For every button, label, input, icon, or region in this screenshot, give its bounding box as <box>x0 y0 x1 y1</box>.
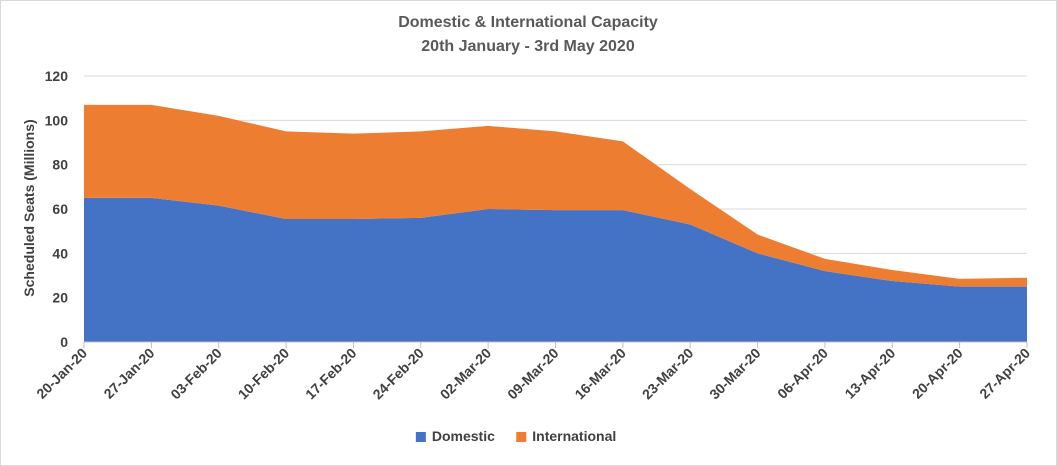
y-tick-label: 80 <box>52 157 68 173</box>
legend-swatch-domestic <box>415 432 426 442</box>
x-tick-label: 20-Jan-20 <box>33 345 90 402</box>
x-tick-label: 24-Feb-20 <box>369 345 427 403</box>
x-tick-label: 06-Apr-20 <box>774 345 831 402</box>
chart-title: Domestic & International Capacity <box>398 14 658 31</box>
x-tick-label: 23-Mar-20 <box>639 345 697 403</box>
legend: Domestic International <box>415 428 616 444</box>
x-tick-label: 30-Mar-20 <box>706 345 764 403</box>
chart-subtitle: 20th January - 3rd May 2020 <box>421 38 635 55</box>
y-tick-label: 120 <box>45 68 69 84</box>
x-tick-label: 27-Apr-20 <box>976 345 1033 402</box>
x-tick-label: 02-Mar-20 <box>437 345 495 403</box>
x-tick-label: 16-Mar-20 <box>571 345 629 403</box>
y-tick-label: 20 <box>52 290 68 306</box>
legend-label-international: International <box>532 428 616 444</box>
x-tick-label: 27-Jan-20 <box>100 345 157 402</box>
legend-label-domestic: Domestic <box>432 428 495 444</box>
area-domestic <box>84 197 1027 342</box>
y-tick-label: 0 <box>60 334 68 350</box>
x-tick-label: 09-Mar-20 <box>504 345 562 403</box>
y-axis-label: Scheduled Seats (Millions) <box>21 119 37 296</box>
x-tick-label: 10-Feb-20 <box>235 345 293 403</box>
y-tick-label: 60 <box>52 201 68 217</box>
plot-area <box>84 104 1027 342</box>
x-tick-label: 20-Apr-20 <box>909 345 966 402</box>
y-axis: 0 20 40 60 80 100 120 <box>45 68 69 350</box>
legend-swatch-international <box>516 432 527 442</box>
x-tick-label: 17-Feb-20 <box>302 345 360 403</box>
x-axis: 20-Jan-20 27-Jan-20 03-Feb-20 10-Feb-20 17-F… <box>33 341 1033 403</box>
x-tick-label: 13-Apr-20 <box>841 345 898 402</box>
area-international <box>84 104 1027 287</box>
y-tick-label: 40 <box>52 245 68 261</box>
y-tick-label: 100 <box>45 112 69 128</box>
x-tick-label: 03-Feb-20 <box>167 345 225 403</box>
